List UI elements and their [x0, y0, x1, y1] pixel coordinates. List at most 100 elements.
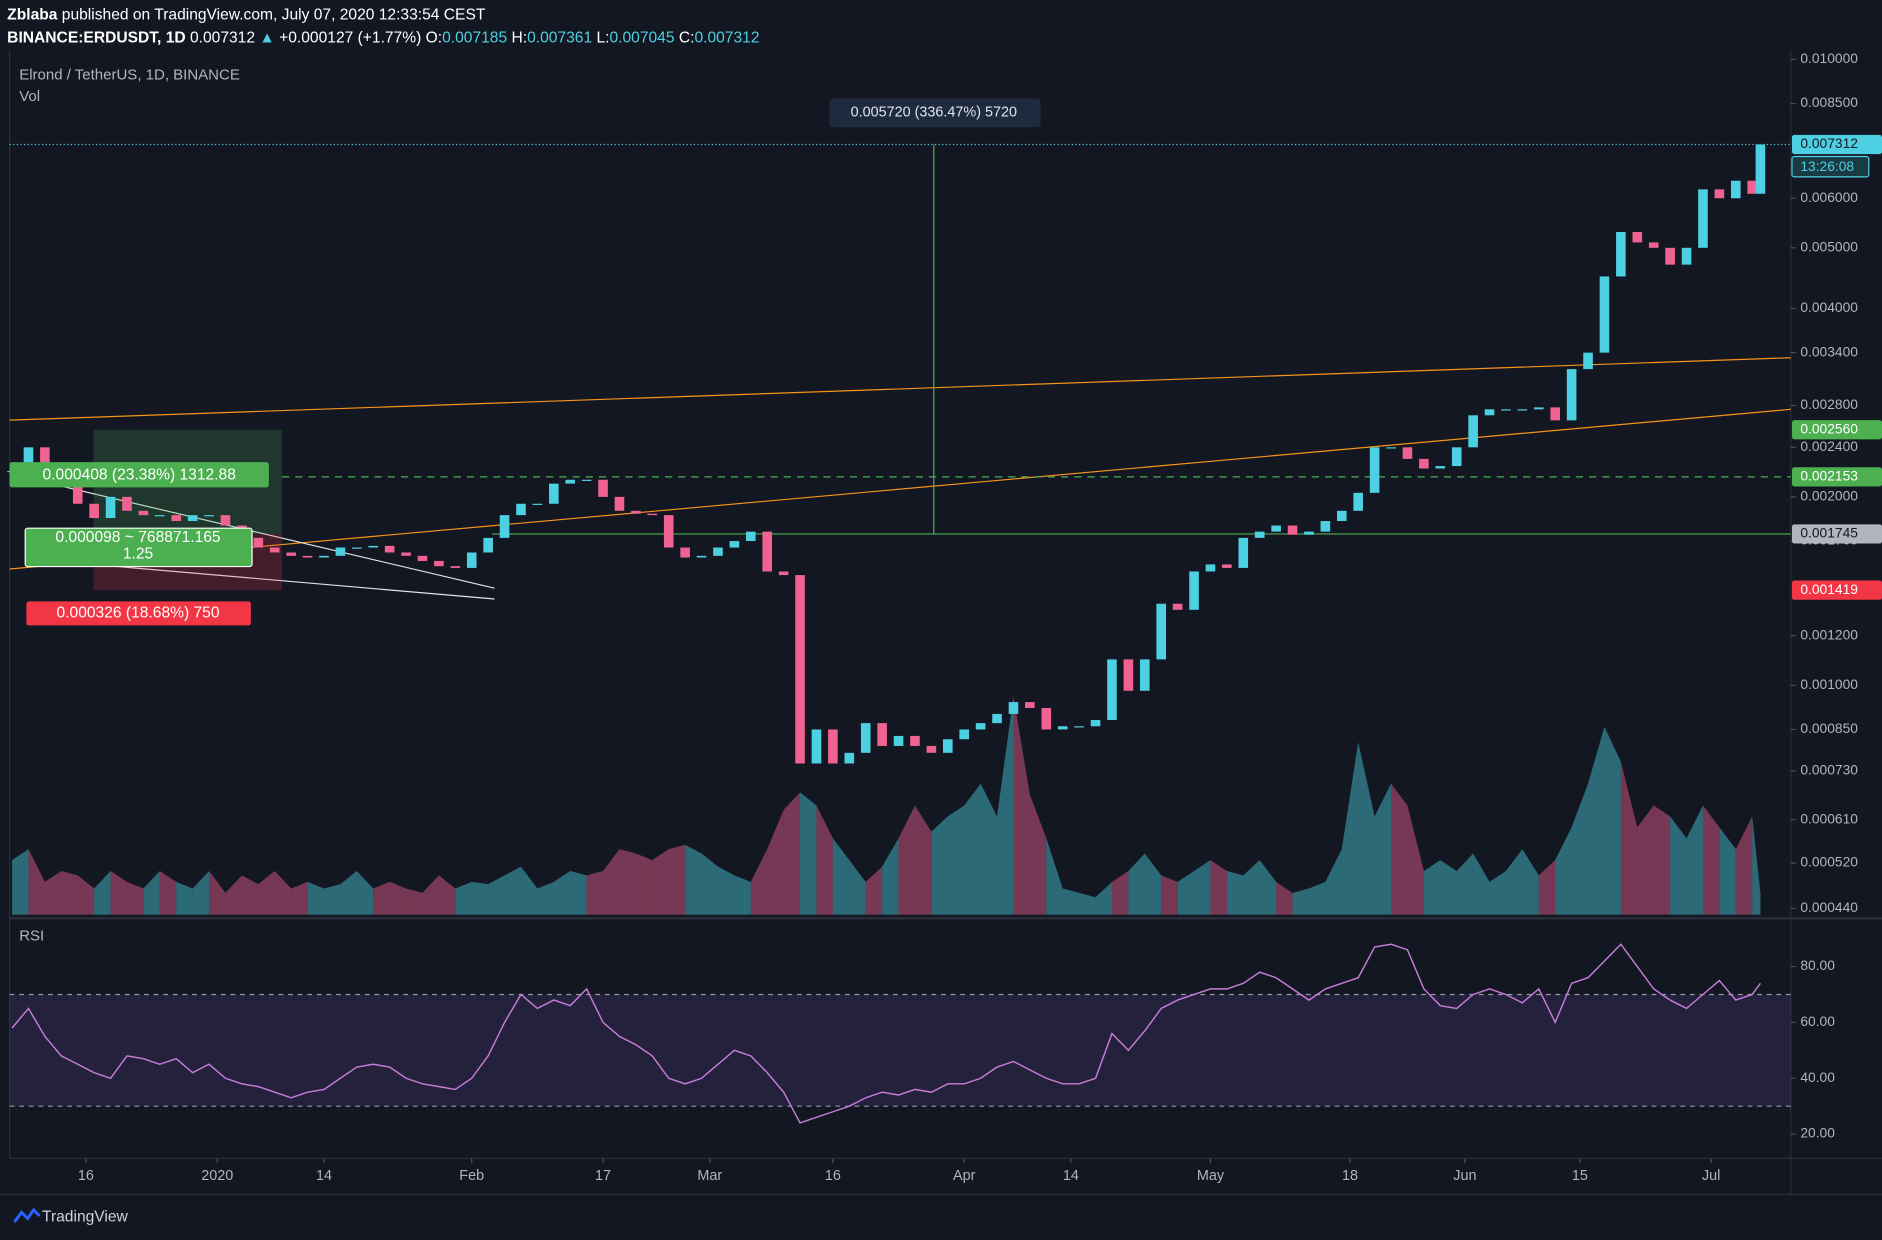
volume-area: [192, 871, 210, 915]
ohlc-key: L:: [592, 30, 609, 47]
candle: [696, 555, 707, 558]
candle: [992, 713, 1002, 724]
y-tick-label: 0.000850: [1800, 721, 1858, 736]
volume-area: [980, 783, 998, 915]
candle: [680, 547, 690, 558]
candle: [1533, 407, 1544, 410]
candle: [1057, 726, 1068, 730]
candle: [1714, 189, 1725, 199]
y-tick-label: 0.000730: [1800, 762, 1858, 777]
volume-area: [1670, 816, 1687, 915]
volume-area: [406, 888, 423, 915]
y-tick-label: 0.000610: [1800, 811, 1858, 826]
volume-area: [1374, 783, 1392, 915]
price-label: 0.002153: [1800, 468, 1858, 483]
candle: [499, 515, 510, 538]
candle: [860, 723, 871, 753]
volume-area: [882, 838, 899, 915]
candle: [663, 515, 674, 548]
volume-area: [1095, 881, 1112, 915]
volume-area: [1079, 892, 1096, 915]
x-tick-label: Jul: [1702, 1168, 1720, 1184]
volume-area: [1341, 742, 1359, 915]
candle: [1616, 231, 1626, 277]
volume-area: [1292, 888, 1309, 915]
candle: [286, 552, 296, 556]
published-info: published on TradingView.com, July 07, 2…: [57, 7, 485, 24]
volume-area: [1210, 860, 1227, 915]
candle: [795, 575, 805, 764]
volume-area: [438, 875, 456, 915]
y-tick-label: 0.005000: [1800, 239, 1858, 254]
y-tick-label: 0.000440: [1800, 900, 1858, 915]
volume-area: [717, 866, 735, 915]
volume-area: [1522, 849, 1539, 915]
volume-area: [1456, 853, 1474, 915]
x-tick-label: 16: [825, 1168, 841, 1184]
volume-area: [1620, 761, 1638, 915]
volume-area: [159, 871, 177, 915]
candle: [959, 729, 970, 740]
candle: [23, 447, 34, 471]
price-label-box: [1791, 580, 1882, 600]
candle: [778, 571, 789, 576]
volume-area: [94, 871, 111, 915]
candle: [811, 729, 822, 764]
candle: [171, 515, 182, 522]
volume-area: [914, 805, 932, 915]
measure-box: [829, 98, 1041, 128]
volume-area: [340, 871, 357, 915]
candle: [1271, 525, 1281, 532]
candle: [581, 479, 592, 481]
price-label-box: [1791, 420, 1882, 440]
volume-area: [1588, 726, 1605, 915]
chart-title: Elrond / TetherUS, 1D, BINANCE: [19, 67, 240, 84]
candle: [1336, 510, 1347, 522]
candle: [1205, 564, 1216, 572]
volume-area: [1391, 783, 1408, 915]
volume-area: [1735, 816, 1753, 915]
candle: [942, 739, 953, 753]
last-price: 0.007312: [186, 30, 255, 47]
ratio-label: 1.25: [123, 546, 154, 563]
volume-area: [570, 871, 587, 915]
volume-area: [1555, 827, 1572, 915]
volume-area: [1062, 888, 1080, 915]
volume-area: [258, 871, 275, 915]
candle: [72, 483, 83, 504]
candle: [1665, 247, 1675, 265]
volume-area: [44, 871, 62, 915]
volume-area: [520, 866, 538, 915]
measure-label: 0.005720 (336.47%) 5720: [851, 105, 1017, 121]
candle: [549, 483, 559, 504]
candle: [598, 479, 608, 497]
x-tick-label: 17: [595, 1168, 611, 1184]
candle: [762, 531, 773, 572]
candle: [1435, 466, 1446, 469]
volume-area: [1144, 853, 1162, 915]
x-tick-label: 18: [1342, 1168, 1358, 1184]
info-box: [24, 527, 253, 568]
price-label: 0.001745: [1800, 526, 1858, 541]
volume-area: [176, 881, 193, 915]
price-label-box: [1791, 467, 1882, 487]
candle: [1025, 702, 1035, 708]
volume-area: [1407, 805, 1424, 915]
volume-area: [307, 881, 324, 915]
header-line-2: BINANCE:ERDUSDT, 1D 0.007312 ▲ +0.000127…: [7, 30, 759, 47]
wedge-line: [89, 563, 495, 600]
candle: [138, 510, 149, 516]
volume-area: [1177, 871, 1195, 915]
candle: [1566, 369, 1577, 421]
volume-area: [865, 866, 883, 915]
volume-area: [225, 875, 242, 915]
volume-area: [816, 805, 833, 915]
candle: [1755, 144, 1766, 194]
rsi-title: RSI: [19, 927, 44, 944]
volume-area: [586, 871, 604, 915]
price-label: 0.007312: [1800, 136, 1858, 151]
volume-area: [28, 849, 45, 915]
candle: [910, 735, 920, 746]
candle: [1353, 492, 1364, 511]
